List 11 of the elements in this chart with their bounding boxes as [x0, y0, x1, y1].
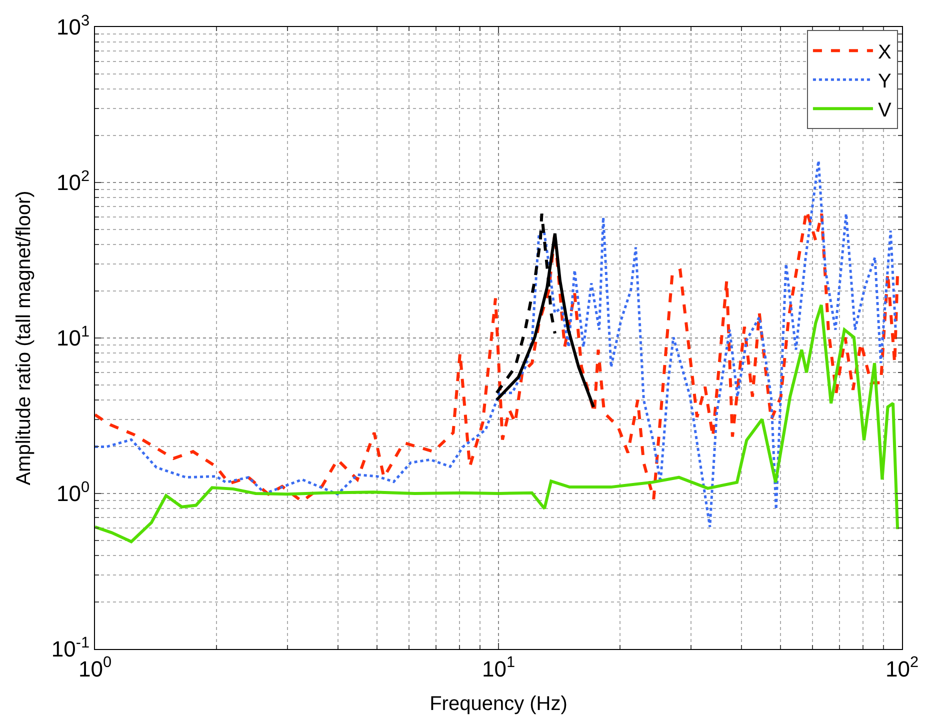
legend-label: X — [878, 41, 892, 64]
y-axis-title: Amplitude ratio (tall magnet/floor) — [12, 190, 35, 486]
x-axis-title: Frequency (Hz) — [430, 692, 568, 715]
x-tick-label: 10$^{2}$ — [885, 654, 919, 682]
y-tick-label: 10$^{1}$ — [56, 323, 90, 351]
x-tick-label: 10$^{1}$ — [482, 654, 516, 682]
y-tick-label: 10$^{3}$ — [56, 12, 90, 40]
legend-label: V — [878, 99, 892, 122]
legend-label: Y — [878, 70, 892, 92]
y-tick-label: 10$^{0}$ — [56, 478, 90, 506]
y-tick-label: 10$^{2}$ — [56, 168, 90, 196]
